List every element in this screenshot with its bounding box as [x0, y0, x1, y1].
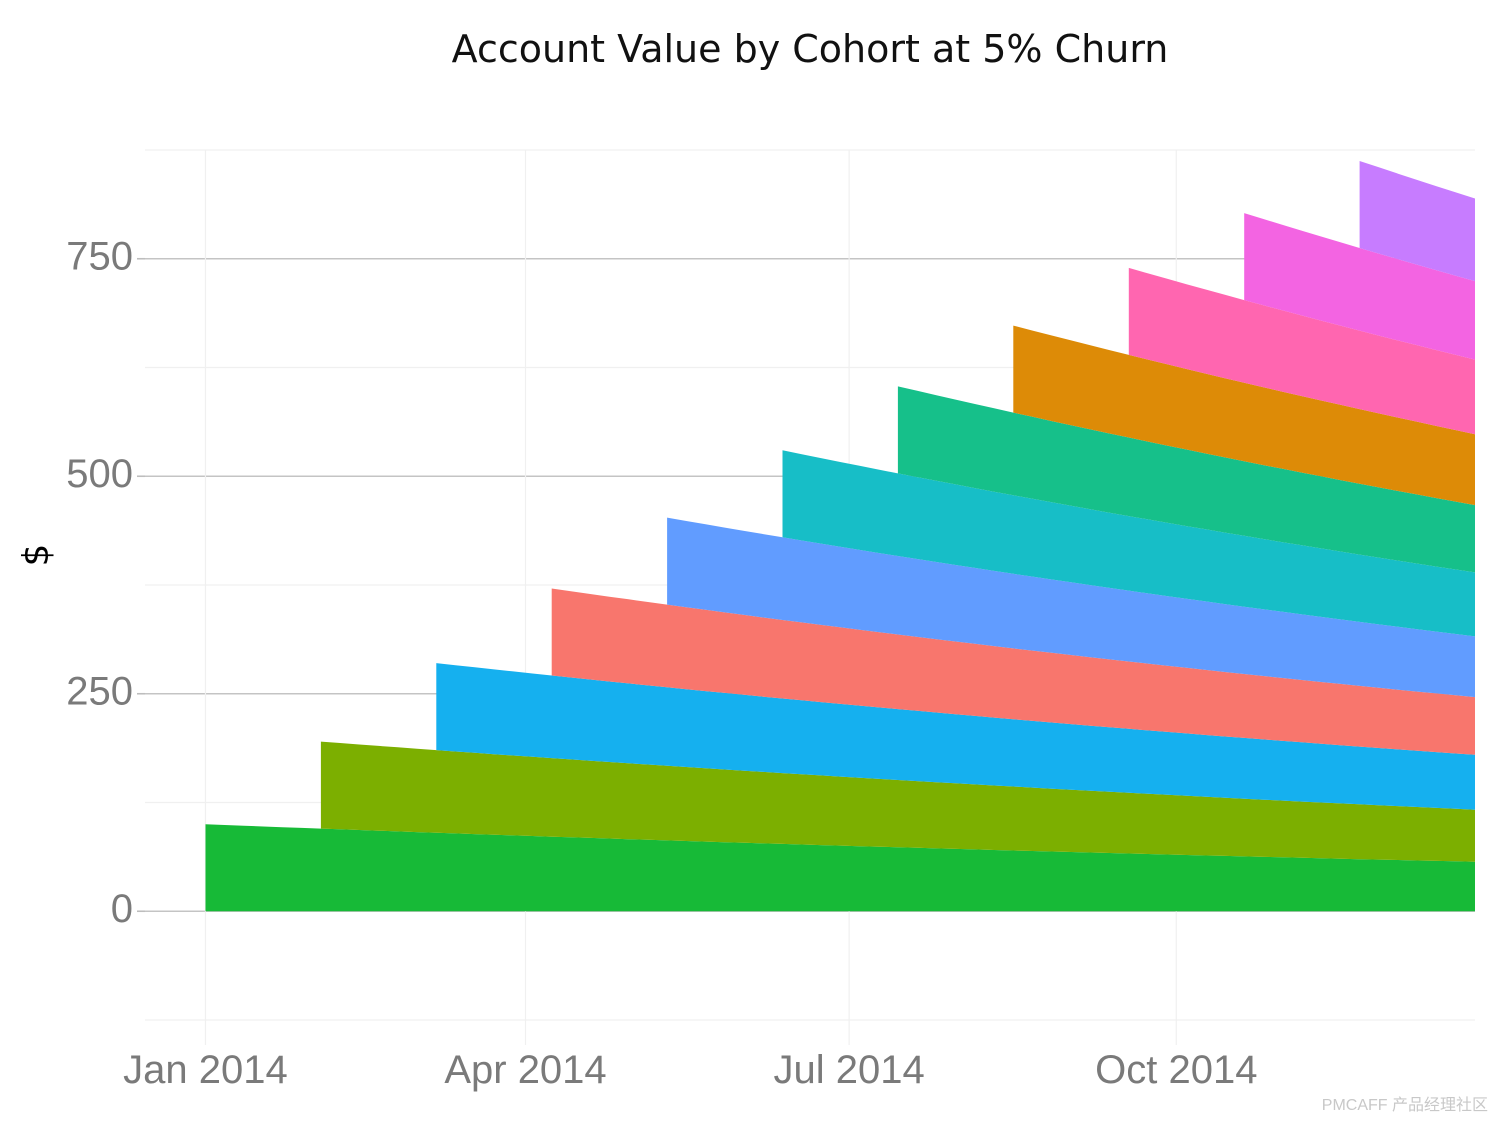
x-axis-ticks: Jan 2014 Apr 2014 Jul 2014 Oct 2014 [123, 1048, 1257, 1092]
cohort-area-2014-09 [1128, 267, 1475, 435]
y-axis-label: $ [16, 544, 57, 567]
cohort-area-2014-05 [667, 517, 1475, 698]
cohort-area-2014-08 [1013, 325, 1475, 506]
x-tick-label: Apr 2014 [444, 1048, 606, 1092]
x-tick-label: Oct 2014 [1095, 1048, 1257, 1092]
y-axis-ticks: 0 250 500 750 [66, 234, 145, 931]
cohort-area-2014-03 [436, 663, 1475, 810]
watermark: PMCAFF 产品经理社区 [1322, 1096, 1488, 1114]
cohort-area-2014-01 [205, 824, 1475, 912]
y-tick-label: 0 [111, 887, 133, 931]
y-tick-label: 750 [66, 234, 133, 278]
cohort-area-2014-02 [320, 741, 1475, 862]
cohort-area-2014-07 [897, 386, 1475, 573]
x-tick-label: Jul 2014 [774, 1048, 925, 1092]
cohort-area-2014-04 [551, 588, 1475, 755]
x-tick-label: Jan 2014 [123, 1048, 288, 1092]
cohort-area-2014-10 [1244, 213, 1475, 360]
y-tick-label: 500 [66, 452, 133, 496]
cohort-areas [205, 161, 1475, 912]
y-tick-label: 250 [66, 669, 133, 713]
chart-title: Account Value by Cohort at 5% Churn [452, 27, 1169, 71]
cohort-area-2014-11 [1359, 161, 1475, 282]
cohort-area-2014-06 [782, 450, 1475, 637]
